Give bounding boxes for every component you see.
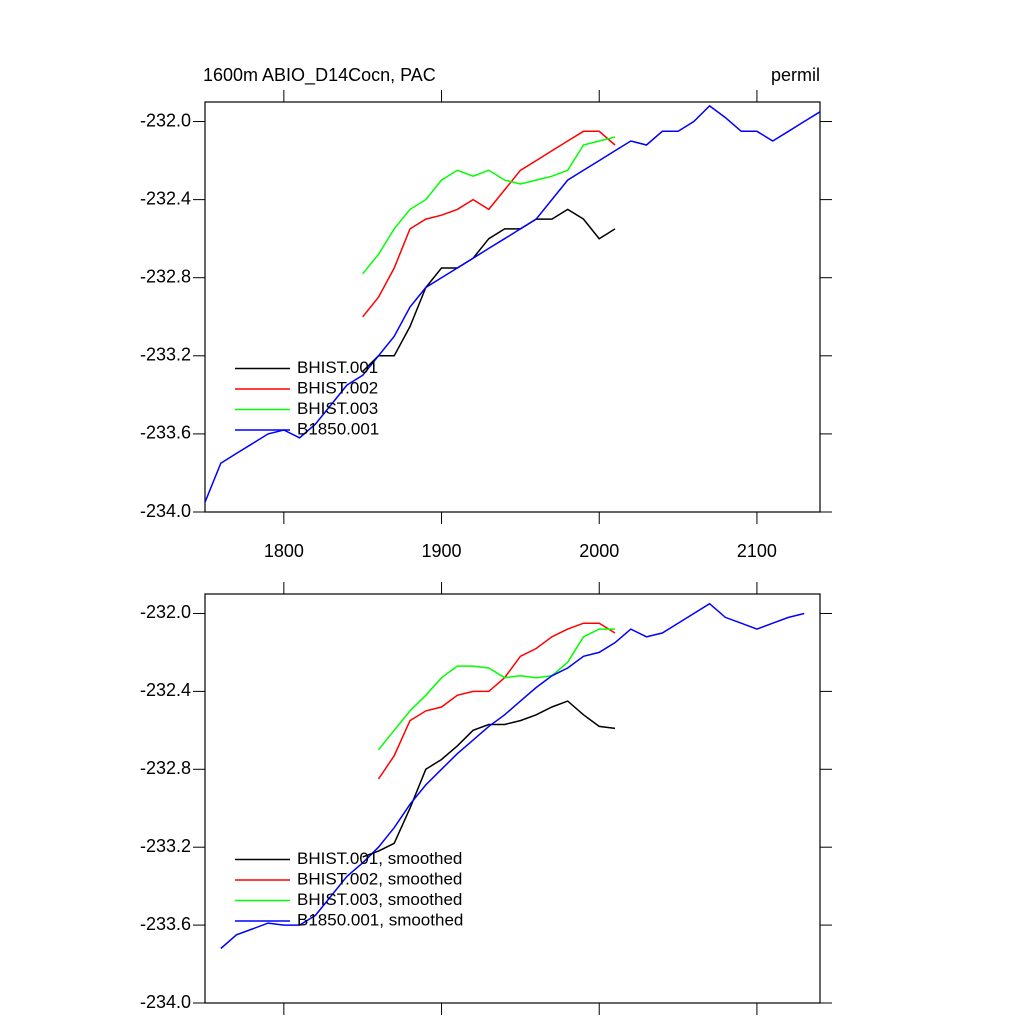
y-tick-label: -233.6 — [140, 914, 191, 934]
legend-label: BHIST.003 — [297, 399, 378, 418]
plot-frame — [204, 593, 821, 1004]
legend-label: BHIST.001 — [297, 358, 378, 377]
x-tick-label: 1800 — [264, 541, 304, 561]
legend-label: B1850.001, smoothed — [297, 910, 463, 929]
series-line — [377, 628, 615, 751]
y-tick-label: -233.2 — [140, 836, 191, 856]
series-line — [377, 622, 616, 780]
y-tick-label: -232.8 — [140, 266, 191, 286]
chart-title: 1600m ABIO_D14Cocn, PAC — [203, 65, 436, 86]
y-tick-label: -234.0 — [140, 992, 191, 1012]
y-tick-label: -232.0 — [140, 602, 191, 622]
y-tick-label: -232.0 — [140, 110, 191, 130]
plot-frame — [204, 101, 821, 513]
units-label: permil — [771, 65, 820, 85]
y-tick-label: -234.0 — [140, 501, 191, 521]
series-line — [362, 130, 616, 318]
series-line — [362, 700, 616, 858]
series-line — [204, 104, 821, 503]
y-tick-label: -232.8 — [140, 758, 191, 778]
y-tick-label: -232.4 — [140, 188, 191, 208]
legend-label: BHIST.001, smoothed — [297, 849, 462, 868]
series-line — [220, 602, 805, 950]
x-tick-label: 2100 — [737, 541, 777, 561]
series-line — [362, 208, 616, 372]
legend-label: BHIST.002 — [297, 378, 378, 397]
y-tick-label: -233.2 — [140, 345, 191, 365]
legend-label: B1850.001 — [297, 419, 379, 438]
y-tick-label: -232.4 — [140, 680, 191, 700]
y-tick-label: -233.6 — [140, 423, 191, 443]
x-tick-label: 1900 — [422, 541, 462, 561]
x-tick-label: 2000 — [579, 541, 619, 561]
legend-label: BHIST.002, smoothed — [297, 869, 462, 888]
legend-label: BHIST.003, smoothed — [297, 890, 462, 909]
series-line — [362, 136, 616, 275]
